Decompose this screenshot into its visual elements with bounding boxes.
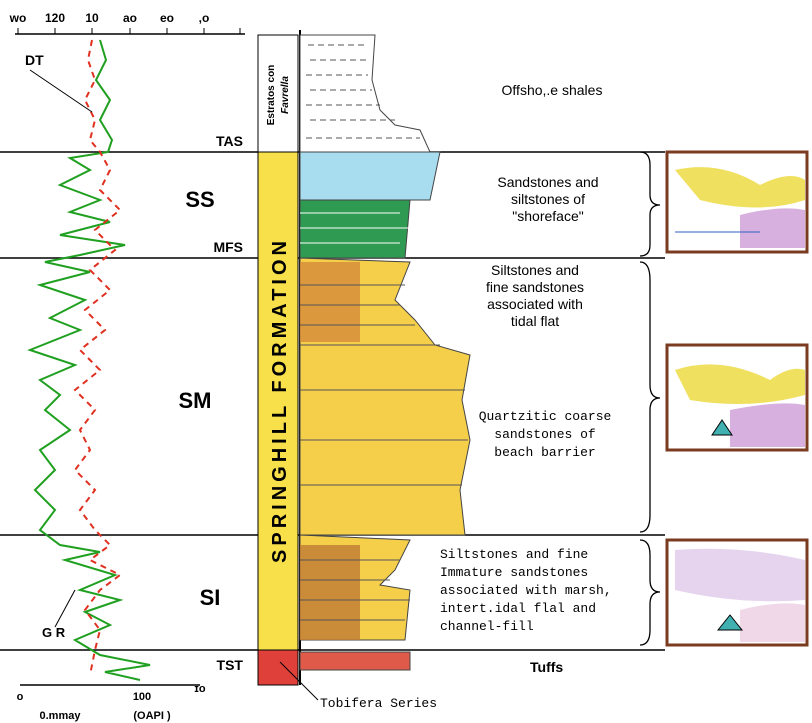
- label: Favrella: [280, 76, 291, 114]
- label: tidal flat: [511, 313, 559, 329]
- label: Offsho,.e shales: [502, 82, 603, 98]
- block: [300, 545, 360, 640]
- shape: [740, 603, 805, 642]
- label: SS: [185, 187, 214, 212]
- group: wo 120 10 ao eo ,o: [9, 11, 210, 25]
- label: SM: [179, 388, 212, 413]
- label: 100: [133, 691, 151, 703]
- label: 120: [45, 11, 65, 25]
- shape: [740, 208, 805, 248]
- label: wo: [9, 11, 27, 25]
- label: DT: [25, 52, 44, 68]
- label: 0.mmay: [40, 710, 82, 722]
- shape: [300, 35, 430, 152]
- block: [300, 652, 410, 670]
- block: [258, 650, 298, 685]
- label: associated with: [487, 296, 583, 312]
- shape: [300, 200, 410, 258]
- label: o: [17, 691, 24, 703]
- label: eo: [160, 11, 174, 25]
- label: ,o: [199, 11, 210, 25]
- label: G R: [42, 625, 66, 640]
- group: [18, 28, 240, 34]
- label: Siltstones and: [491, 262, 579, 278]
- label: Tuffs: [530, 659, 563, 675]
- text: Quartzitic coarse sandstones of beach barr…: [479, 409, 612, 460]
- label: TST: [217, 657, 244, 673]
- label: Siltstones and fine: [440, 547, 588, 562]
- label: "shoreface": [512, 208, 583, 224]
- group: [667, 152, 807, 645]
- label: Tobifera Series: [320, 696, 437, 711]
- label: sandstones of: [494, 427, 595, 442]
- shape: [640, 262, 660, 532]
- diagram: wo 120 10 ao eo ,o o 100 ɪo 0.mmay (OAPI…: [0, 0, 812, 723]
- log-curve: [75, 40, 120, 675]
- group: [640, 152, 660, 645]
- rule: [55, 590, 75, 627]
- label: TAS: [216, 133, 243, 149]
- text: Offsho,.e shales: [502, 82, 603, 98]
- shape: [640, 152, 660, 256]
- label: intert.idal flal and: [440, 601, 596, 616]
- group: o 100 ɪo 0.mmay (OAPI ): [17, 683, 206, 722]
- label: (OAPI ): [133, 710, 171, 722]
- label: Immature sandstones: [440, 565, 588, 580]
- label: MFS: [213, 239, 243, 255]
- shape: [675, 549, 805, 602]
- label: channel-fill: [440, 619, 534, 634]
- shape: [640, 540, 660, 645]
- label: beach barrier: [494, 445, 595, 460]
- label: ɪo: [194, 683, 205, 695]
- label: SI: [200, 585, 221, 610]
- label: 10: [85, 11, 99, 25]
- text: Siltstones and fine Immature sandstones as…: [440, 547, 612, 634]
- label: Quartzitic coarse: [479, 409, 612, 424]
- label: ao: [123, 11, 137, 25]
- label: Estratos con: [266, 65, 277, 126]
- block: [300, 262, 360, 342]
- block: [258, 35, 298, 152]
- label: fine sandstones: [486, 279, 584, 295]
- label: associated with marsh,: [440, 583, 612, 598]
- label: Sandstones and: [497, 174, 598, 190]
- shape: [300, 152, 440, 200]
- shape: [730, 403, 805, 447]
- label: SPRINGHILL FORMATION: [269, 237, 291, 563]
- rule: [30, 70, 92, 112]
- label: siltstones of: [511, 191, 585, 207]
